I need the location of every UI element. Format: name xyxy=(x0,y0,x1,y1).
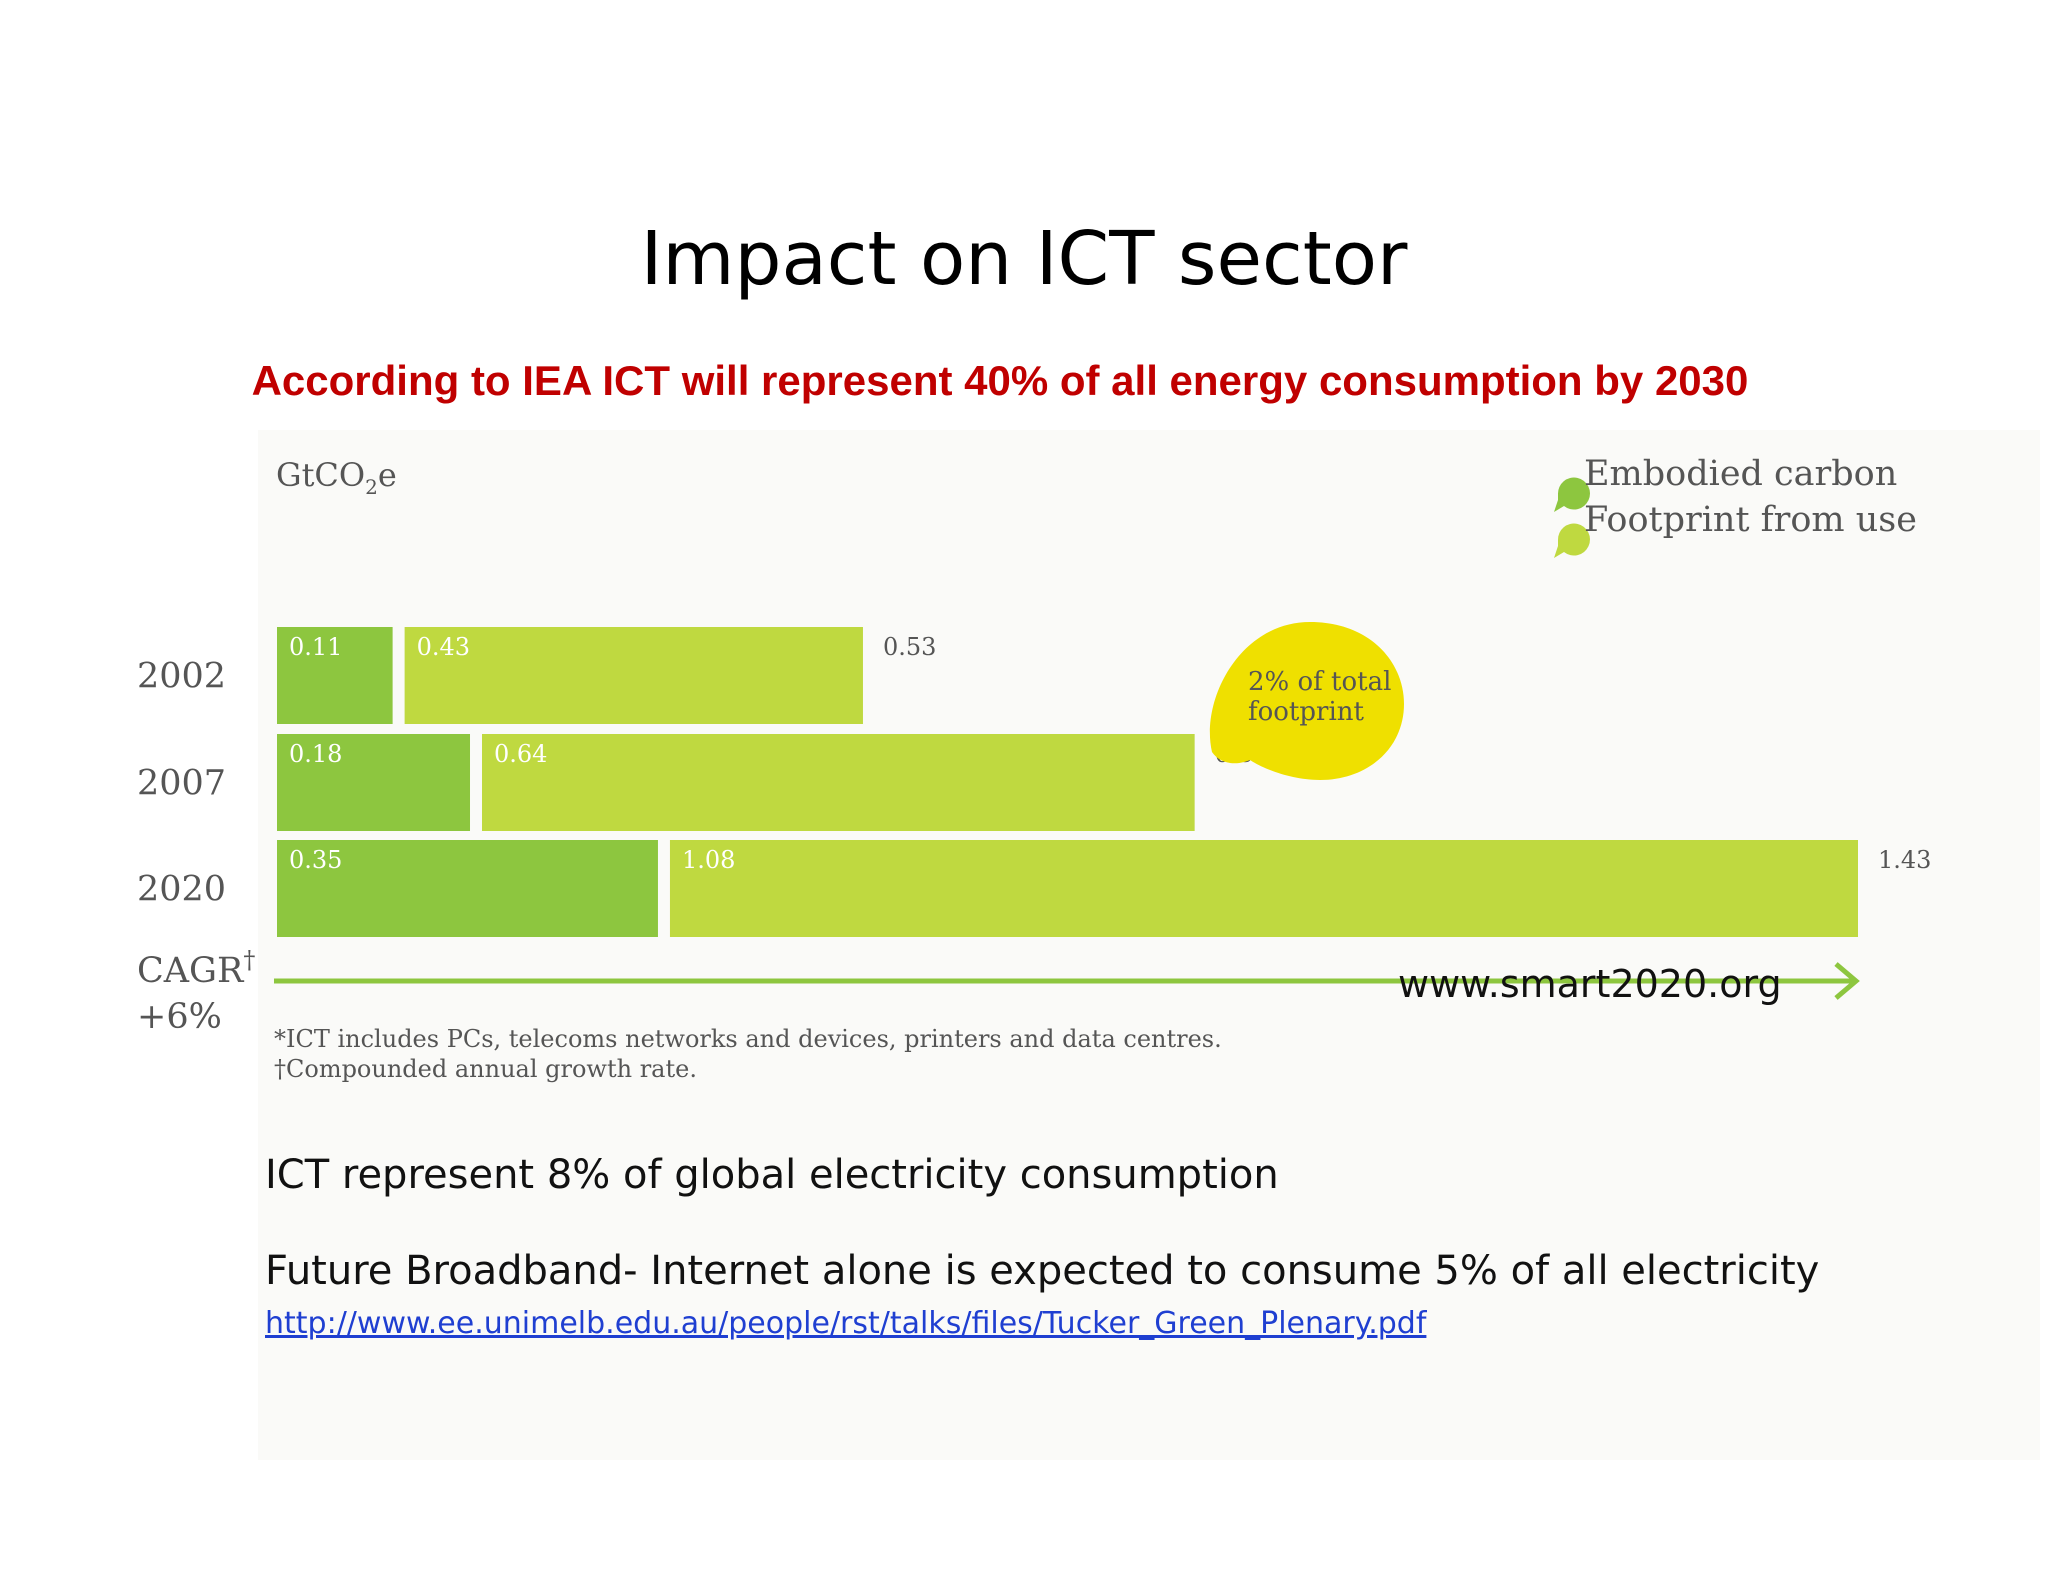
bar-label-footprint-2020: 1.08 xyxy=(682,846,735,874)
bar-label-embodied-2002: 0.11 xyxy=(289,633,342,661)
legend-label-footprint: Footprint from use xyxy=(1584,500,1917,540)
cagr-arrow xyxy=(274,962,1860,1000)
bar-label-embodied-2020: 0.35 xyxy=(289,846,342,874)
slide-title: Impact on ICT sector xyxy=(640,216,1408,302)
bar-label-embodied-2007: 0.18 xyxy=(289,740,342,768)
body-line-broadband: Future Broadband- Internet alone is expe… xyxy=(265,1248,1820,1294)
legend-swatch-footprint xyxy=(1554,523,1590,558)
legend-label-embodied: Embodied carbon xyxy=(1584,454,1897,494)
bar-embodied-2007 xyxy=(277,734,471,831)
legend-item-footprint: Footprint from use xyxy=(1554,500,1917,558)
cagr-label: CAGR† xyxy=(137,946,255,991)
cagr-value: +6% xyxy=(137,997,222,1037)
body-line-ict: ICT represent 8% of global electricity c… xyxy=(265,1152,1279,1198)
category-label-2002: 2002 xyxy=(137,657,226,697)
bar-footprint-2007 xyxy=(482,734,1195,831)
callout-line-2: footprint xyxy=(1248,697,1365,727)
callout-bubble xyxy=(1209,622,1404,780)
total-label-2002: 0.53 xyxy=(883,633,936,661)
callout-line-1: 2% of total xyxy=(1248,667,1391,697)
bar-footprint-2002 xyxy=(404,627,863,724)
category-label-2020: 2020 xyxy=(137,870,226,910)
reference-link[interactable]: http://www.ee.unimelb.edu.au/people/rst/… xyxy=(265,1306,1427,1341)
bar-label-footprint-2007: 0.64 xyxy=(494,740,547,768)
footnote-2: †Compounded annual growth rate. xyxy=(274,1055,697,1083)
cagr-arrow-head xyxy=(1834,962,1860,1000)
bar-label-footprint-2002: 0.43 xyxy=(417,633,470,661)
callout: 2% of total footprint xyxy=(1209,622,1404,780)
bar-footprint-2020 xyxy=(669,840,1859,937)
footnote-1: *ICT includes PCs, telecoms networks and… xyxy=(274,1025,1222,1053)
bar-embodied-2020 xyxy=(277,840,658,937)
legend-swatch-embodied xyxy=(1554,477,1590,512)
source-url: www.smart2020.org xyxy=(1398,962,1782,1006)
legend: Embodied carbon Footprint from use xyxy=(1554,454,1917,558)
slide-subtitle: According to IEA ICT will represent 40% … xyxy=(251,357,1749,404)
category-label-2007: 2007 xyxy=(137,764,226,804)
unit-label: GtCO2e xyxy=(276,456,397,499)
total-label-2020: 1.43 xyxy=(1878,846,1931,874)
bar-embodied-2002 xyxy=(277,627,393,724)
chart-panel xyxy=(258,430,2040,1460)
bars-group: 20020.110.430.5320070.180.640.8320200.35… xyxy=(137,627,1931,937)
legend-item-embodied: Embodied carbon xyxy=(1554,454,1897,512)
